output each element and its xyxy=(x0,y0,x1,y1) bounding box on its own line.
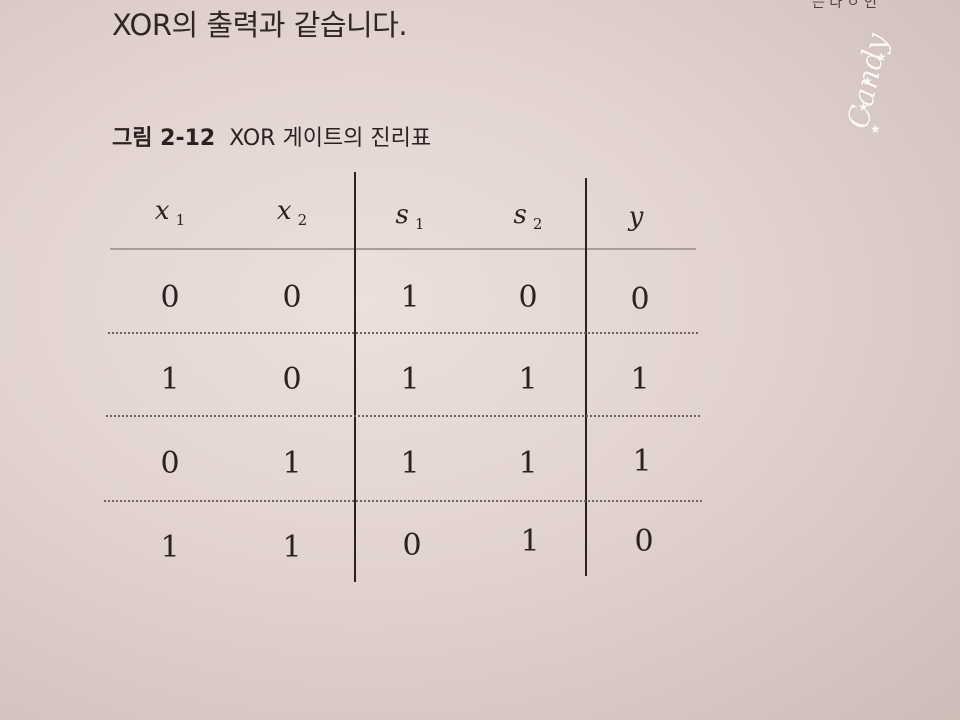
table-cell: 0 xyxy=(160,446,180,481)
figure-title: XOR 게이트의 진리표 xyxy=(229,126,432,151)
star-icon: ★ xyxy=(862,74,873,88)
figure-number: 그림 2-12 xyxy=(112,126,216,151)
clipped-header-text: 는 다 ㅇ 인 xyxy=(812,0,877,11)
table-cell: 1 xyxy=(520,524,540,559)
table-cell: 1 xyxy=(630,362,650,397)
header-divider xyxy=(110,248,696,250)
table-cell: 1 xyxy=(518,362,538,397)
table-cell: 0 xyxy=(160,280,180,315)
table-cell: 1 xyxy=(518,446,538,481)
row-divider xyxy=(104,500,702,502)
table-cell: 1 xyxy=(400,446,420,481)
table-cell: 0 xyxy=(518,280,538,315)
table-cell: 0 xyxy=(630,282,650,317)
figure-caption: 그림 2-12 XOR 게이트의 진리표 xyxy=(112,120,431,152)
row-divider xyxy=(106,415,700,417)
table-cell: 0 xyxy=(282,280,302,315)
column-separator-inputs xyxy=(354,172,356,582)
table-cell: 0 xyxy=(282,362,302,397)
table-cell: 0 xyxy=(402,528,422,563)
candy-watermark: ★ ★ ★ ★ xyxy=(856,30,946,150)
table-cell: 1 xyxy=(400,280,420,315)
star-icon: ★ xyxy=(876,50,887,64)
table-cell: 1 xyxy=(282,530,302,565)
star-icon: ★ xyxy=(858,100,869,114)
star-icon: ★ xyxy=(870,122,881,136)
row-divider xyxy=(108,332,698,334)
header-y: y xyxy=(628,202,644,232)
body-text-line: XOR의 출력과 같습니다. xyxy=(112,8,408,42)
table-cell: 1 xyxy=(160,362,180,397)
table-cell: 1 xyxy=(160,530,180,565)
column-separator-output xyxy=(585,178,587,576)
table-cell: 1 xyxy=(400,362,420,397)
table-cell: 0 xyxy=(634,524,654,559)
table-cell: 1 xyxy=(282,446,302,481)
table-cell: 1 xyxy=(632,444,652,479)
